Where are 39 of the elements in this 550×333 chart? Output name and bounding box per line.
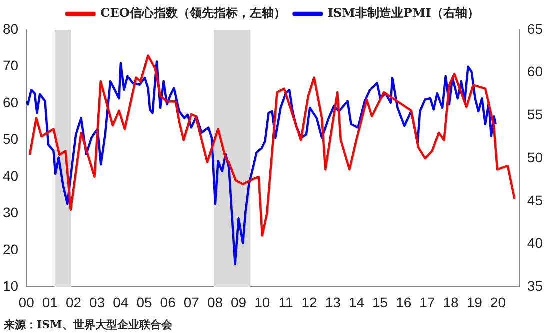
y-tick-label: 50 [2, 131, 19, 148]
x-tick-label: 05 [136, 294, 152, 310]
y2-tick-label: 40 [527, 235, 544, 252]
x-tick-label: 02 [66, 294, 82, 310]
legend-label: ISM非制造业PMI（右轴） [328, 6, 480, 20]
x-tick-label: 13 [325, 294, 342, 310]
x-tick-label: 07 [184, 294, 200, 310]
x-tick-label: 18 [443, 294, 460, 310]
x-tick-label: 08 [207, 294, 224, 310]
x-tick-label: 14 [348, 294, 365, 310]
x-tick-label: 17 [420, 294, 436, 310]
y2-tick-label: 55 [527, 106, 544, 123]
y-tick-label: 40 [2, 168, 19, 184]
x-tick-label: 03 [90, 294, 106, 310]
x-tick-label: 10 [254, 294, 270, 310]
y2-tick-label: 35 [527, 278, 544, 294]
y-tick-label: 30 [2, 204, 19, 221]
y-tick-label: 80 [2, 20, 19, 37]
y2-tick-label: 45 [527, 192, 544, 208]
x-tick-label: 11 [278, 294, 294, 310]
source-note: 来源：ISM、世界大型企业联合会 [3, 318, 174, 332]
x-tick-label: 00 [18, 294, 35, 310]
x-tick-label: 01 [42, 294, 58, 310]
y-tick-label: 60 [2, 94, 19, 110]
y-tick-label: 70 [2, 58, 19, 74]
y2-tick-label: 65 [527, 20, 544, 37]
x-tick-label: 06 [160, 294, 176, 310]
x-tick-label: 19 [466, 294, 483, 310]
x-tick-label: 20 [490, 294, 506, 310]
x-tick-label: 16 [396, 294, 412, 310]
y-tick-label: 10 [2, 278, 19, 294]
y2-tick-label: 60 [527, 64, 544, 80]
x-tick-label: 09 [231, 294, 247, 310]
x-tick-label: 15 [372, 294, 388, 310]
x-tick-label: 04 [113, 294, 129, 310]
legend-label: CEO信心指数（领先指标，左轴） [100, 6, 286, 20]
y-tick-label: 20 [2, 241, 19, 258]
x-tick-label: 12 [302, 294, 318, 310]
y2-tick-label: 50 [527, 149, 544, 166]
